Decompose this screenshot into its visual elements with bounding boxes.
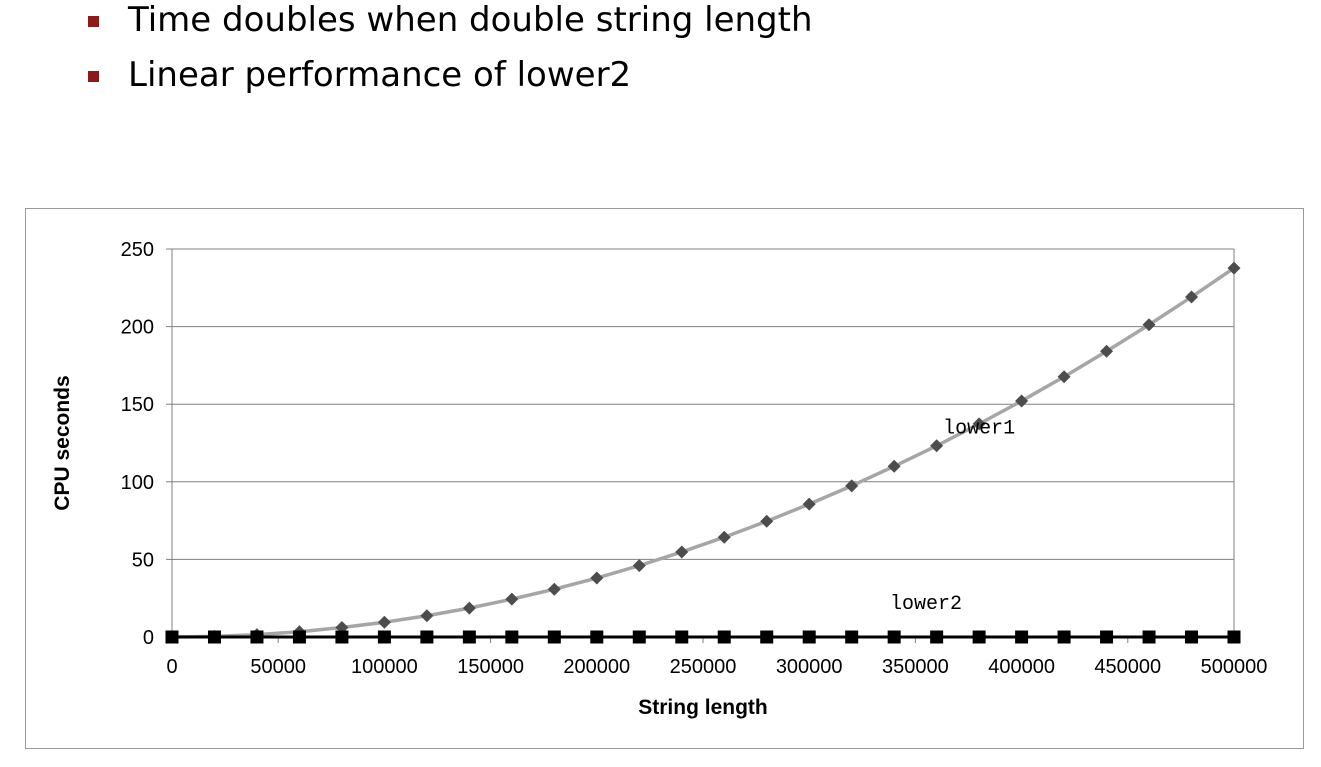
y-tick-label: 200 [121,317,154,339]
y-tick-label: 0 [143,627,154,649]
lower1-point [1100,344,1114,358]
lower1-point [717,530,731,544]
lower1-point [930,439,944,453]
x-axis-title: String length [638,696,768,719]
lower1-point [1142,318,1156,332]
lower1-point [760,514,774,528]
y-tick-label: 150 [121,394,154,416]
lower2-point [845,630,859,644]
lower2-point [335,630,349,644]
lower2-point [1057,630,1071,644]
lower1-point [1227,261,1241,275]
lower2-point [165,630,179,644]
lower2-point [1185,630,1199,644]
lower1-point [845,479,859,493]
lower2-point [292,630,306,644]
y-tick-label: 100 [121,472,154,494]
lower1-point [675,545,689,559]
lower2-point [547,630,561,644]
lower2-point [717,630,731,644]
lower2-point [930,630,944,644]
lower2-point [802,630,816,644]
lower1-point [1015,394,1029,408]
lower1-point [802,497,816,511]
lower2-point [675,630,689,644]
lower1-point [462,601,476,615]
lower1-point [505,592,519,606]
lower1-point [420,609,434,623]
lower1-point [1185,290,1199,304]
lower2-point [420,630,434,644]
lower2-point [1015,630,1029,644]
x-tick-label: 200000 [563,656,630,678]
lower1-point [590,571,604,585]
lower2-point [462,630,476,644]
lower2-point [632,630,646,644]
lower2-point [505,630,519,644]
lower1-point [887,459,901,473]
x-tick-label: 350000 [882,656,949,678]
lower1-point [335,621,349,635]
bullet-item: Linear performance of lower2 [88,58,631,92]
lower2-point [1227,630,1241,644]
x-tick-label: 100000 [351,656,418,678]
lower2-point [1100,630,1114,644]
x-tick-label: 150000 [457,656,524,678]
lower1-point [377,615,391,629]
y-axis-title: CPU seconds [51,375,74,510]
lower2-point [250,630,264,644]
series-label-lower1: lower1 [943,418,1015,441]
lower2-point [377,630,391,644]
series-label-lower2: lower2 [890,593,962,616]
lower2-point [590,630,604,644]
lower1-point [972,417,986,431]
x-tick-label: 50000 [250,656,306,678]
lower1-point [632,559,646,573]
bullet-text: Time doubles when double string length [128,0,813,40]
bullet-text: Linear performance of lower2 [128,55,632,95]
lower2-point [887,630,901,644]
bullet-item: Time doubles when double string length [88,3,813,37]
lower2-point [1142,630,1156,644]
x-tick-label: 500000 [1201,656,1268,678]
y-tick-label: 50 [132,549,154,571]
bullet-square-icon [88,71,99,82]
x-tick-label: 250000 [670,656,737,678]
lower2-point [972,630,986,644]
lower1-point [547,582,561,596]
bullet-square-icon [88,16,99,27]
lower2-point [207,630,221,644]
series-line-lower1 [171,266,1235,639]
lower1-point [1057,370,1071,384]
chart-frame: 0 50 100 150 200 250 0 50000 100000 150000 200000 2… [25,208,1304,749]
x-tick-label: 400000 [988,656,1055,678]
y-tick-label: 250 [121,239,154,261]
lower2-point [760,630,774,644]
x-tick-label: 0 [166,656,177,678]
x-tick-label: 300000 [776,656,843,678]
x-tick-label: 450000 [1094,656,1161,678]
cpu-time-line-chart: 0 50 100 150 200 250 0 50000 100000 150000 200000 2… [51,239,1268,719]
